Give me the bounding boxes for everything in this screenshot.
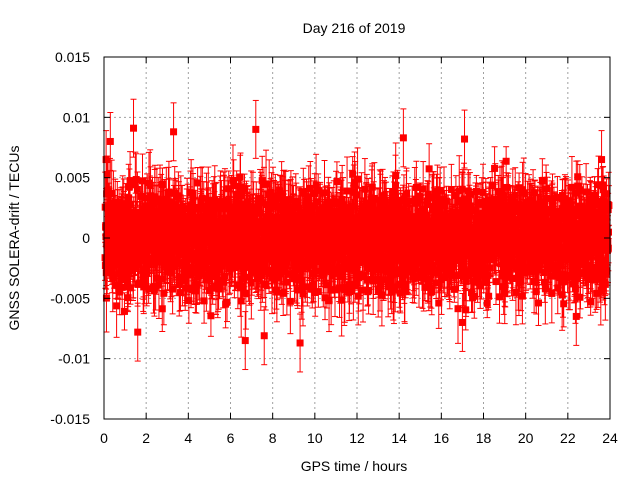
y-tick-label: -0.015 [50,411,90,427]
x-tick-label: 6 [227,430,235,446]
x-tick-label: 12 [349,430,365,446]
chart-title: Day 216 of 2019 [303,20,406,36]
y-tick-label: 0.01 [63,109,90,125]
x-tick-label: 8 [269,430,277,446]
data-point [207,294,215,337]
y-tick-label: -0.01 [58,351,90,367]
data-point [458,293,466,352]
data-point [145,273,153,304]
x-tick-label: 24 [602,430,618,446]
x-axis-label: GPS time / hours [301,458,408,474]
y-tick-label: 0.015 [55,49,90,65]
data-point [134,302,142,362]
data-point [252,99,260,159]
data-point [447,163,455,216]
data-point [461,109,469,169]
data-layer [101,98,613,373]
y-tick-label: 0 [82,230,90,246]
x-tick-label: 16 [434,430,450,446]
y-axis-label: GNSS SOLERA-drift / TECUs [6,146,22,331]
x-tick-label: 2 [142,430,150,446]
x-tick-label: 20 [518,430,534,446]
y-tick-label: -0.005 [50,290,90,306]
data-point [170,102,178,162]
x-tick-label: 22 [560,430,576,446]
data-point [241,311,249,371]
y-tick-label: 0.005 [55,170,90,186]
x-tick-label: 10 [307,430,323,446]
x-tick-label: 18 [476,430,492,446]
x-tick-label: 0 [100,430,108,446]
data-point [132,153,140,206]
x-tick-label: 4 [184,430,192,446]
data-point [260,306,268,366]
x-tick-label: 14 [391,430,407,446]
data-point [130,98,138,158]
